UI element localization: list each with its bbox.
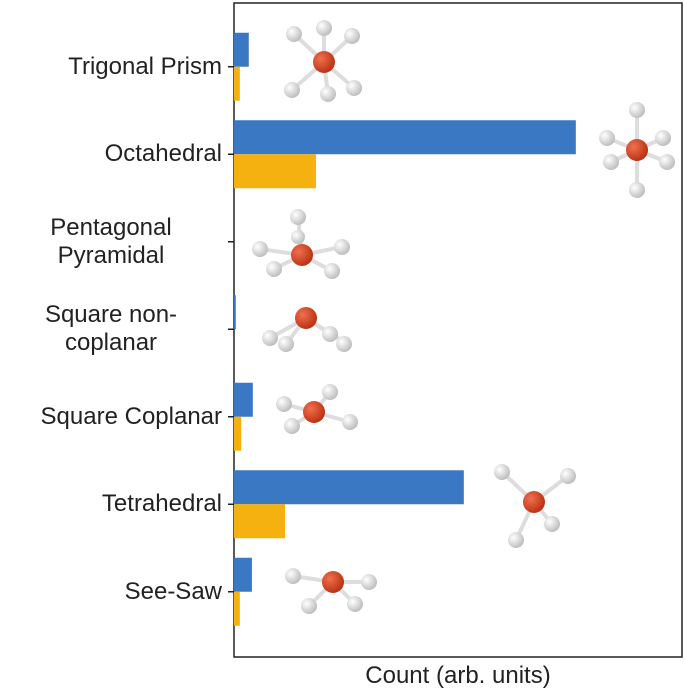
y-tick-label: Octahedral (104, 140, 222, 168)
bar (234, 504, 286, 539)
bar (234, 120, 576, 155)
y-tick-label-box: Pentagonal Pyramidal (0, 202, 222, 282)
y-tick-label: See-Saw (124, 577, 222, 605)
x-axis-label: Count (arb. units) (365, 662, 551, 689)
y-tick-label-box: Octahedral (0, 114, 222, 194)
y-tick-label: Pentagonal Pyramidal (50, 213, 172, 269)
molecule-icons (252, 20, 675, 614)
bar (234, 295, 236, 330)
y-tick-label-box: Square Coplanar (0, 377, 222, 457)
axes-frame (233, 2, 683, 658)
bar (234, 154, 316, 189)
bar (234, 557, 252, 592)
y-tick-label: Square non-coplanar (44, 301, 178, 357)
y-tick-label-box: Square non-coplanar (0, 289, 222, 369)
y-tick-label-box: Trigonal Prism (0, 27, 222, 107)
y-tick-label: Tetrahedral (101, 490, 222, 518)
bar (234, 382, 253, 417)
bar (234, 591, 240, 626)
bar (234, 416, 242, 451)
bar (234, 32, 249, 67)
y-tick-label: Trigonal Prism (68, 52, 222, 80)
bar (234, 66, 240, 101)
bar (234, 470, 464, 505)
y-tick-label-box: Tetrahedral (0, 464, 222, 544)
y-tick-label: Square Coplanar (40, 402, 222, 430)
y-tick-label-box: See-Saw (0, 552, 222, 632)
